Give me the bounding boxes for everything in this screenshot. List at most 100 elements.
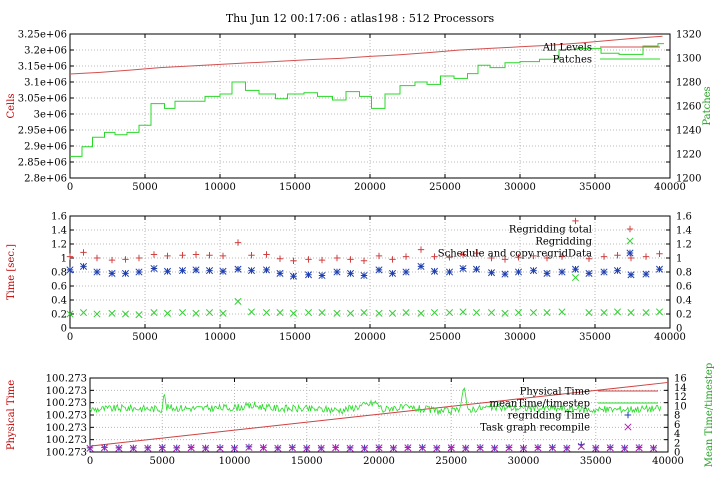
regridding-total-point — [93, 254, 101, 262]
schedule-and-copy-regriddata-point — [219, 267, 227, 275]
regridding-point — [135, 311, 143, 319]
y2-tick-label: 1300 — [676, 54, 701, 65]
schedule-and-copy-regriddata-point — [360, 271, 368, 280]
schedule-and-copy-regriddata-point — [346, 269, 355, 277]
regridding-total-point — [80, 249, 87, 256]
task-graph-recompile-point — [303, 444, 311, 452]
y2-tick-label: 0.4 — [676, 296, 692, 307]
x-tick-label: 30000 — [508, 456, 540, 467]
schedule-and-copy-regriddata-point — [192, 266, 200, 274]
task-graph-recompile-point — [592, 444, 600, 452]
task-graph-recompile-point — [115, 444, 123, 452]
all-levels-line — [69, 35, 663, 75]
task-graph-recompile-point — [404, 444, 412, 452]
task-graph-recompile-point — [389, 444, 398, 452]
chart-panel-2: 0 5000 10000 15000 20000 25000 30000 35000 40000… — [6, 212, 692, 344]
x-tick-label: 5000 — [150, 456, 175, 467]
schedule-and-copy-regriddata-point — [247, 267, 256, 275]
task-graph-recompile-point — [418, 444, 426, 452]
regridding-point — [529, 309, 538, 317]
regridding-point — [333, 309, 341, 317]
regridding-point — [402, 309, 410, 317]
schedule-and-copy-regriddata-point — [585, 269, 593, 277]
y-tick-label: 2.8e+06 — [24, 174, 67, 185]
y2-tick-label: 14 — [674, 383, 687, 394]
regridding-point — [247, 308, 256, 316]
schedule-and-copy-regriddata-point — [333, 268, 341, 276]
x-tick-label: 40000 — [654, 182, 686, 193]
y-tick-label: 0.4 — [51, 296, 67, 307]
schedule-and-copy-regriddata-point — [613, 267, 622, 275]
y2-tick-label: 1260 — [676, 102, 701, 113]
y-tick-label: 0.6 — [51, 282, 67, 293]
regridding-point — [445, 309, 454, 317]
x-tick-label: 30000 — [504, 332, 536, 343]
y2-tick-label: 1280 — [676, 78, 701, 89]
schedule-and-copy-regriddata-point — [66, 266, 74, 274]
y-tick-label: 100.273 — [46, 398, 87, 409]
regridding-point — [642, 309, 650, 317]
regridding-total-point — [572, 217, 579, 225]
regridding-total-point — [248, 252, 255, 259]
y-tick-label: 3.05e+06 — [18, 94, 67, 105]
y2-tick-label: 1.6 — [676, 212, 692, 223]
schedule-and-copy-regriddata-point — [93, 268, 101, 276]
y-tick-label: 0.2 — [51, 310, 67, 321]
task-graph-recompile-point — [202, 444, 210, 452]
task-graph-recompile-point — [635, 444, 643, 452]
regridding-point — [430, 309, 439, 317]
y2-tick-label: 4 — [674, 429, 680, 440]
regridding-total-point — [389, 256, 396, 263]
y-tick-label: 2.85e+06 — [18, 158, 67, 169]
regridding-point — [388, 309, 397, 317]
task-graph-recompile-point — [245, 443, 253, 451]
regridding-point — [318, 309, 326, 317]
regridding-point — [514, 309, 523, 317]
task-graph-recompile-point — [447, 444, 455, 452]
y2-tick-label: 0 — [676, 324, 682, 335]
y2-tick-label: 1.4 — [676, 226, 692, 237]
task-graph-recompile-point — [216, 444, 224, 452]
chart-panel-3: 0 5000 10000 15000 20000 25000 30000 35000 40000… — [6, 363, 715, 467]
task-graph-recompile-point — [173, 444, 181, 452]
schedule-and-copy-regriddata-point — [121, 269, 130, 277]
task-graph-recompile-point — [505, 444, 513, 452]
task-graph-recompile-point — [548, 444, 556, 452]
schedule-and-copy-regriddata-point — [529, 267, 538, 275]
legend-label-schedule-and-copy-regriddata: Schedule and copy regridData — [438, 249, 592, 260]
chart-title: Thu Jun 12 00:17:06 : atlas198 : 512 Pro… — [226, 12, 495, 25]
regridding-total-point — [219, 252, 227, 260]
schedule-and-copy-regriddata-point — [304, 271, 313, 279]
task-graph-recompile-point — [606, 444, 614, 452]
x-tick-label: 0 — [87, 456, 93, 467]
y2-tick-label: 0.8 — [676, 268, 692, 279]
schedule-and-copy-regriddata-point — [178, 267, 187, 275]
regridding-point — [558, 308, 566, 316]
regridding-time-point — [216, 444, 224, 451]
regridding-point — [192, 309, 200, 317]
regridding-point — [600, 309, 608, 317]
x-tick-label: 15000 — [279, 332, 311, 343]
task-graph-recompile-point — [317, 444, 325, 452]
schedule-and-copy-regriddata-point — [402, 268, 410, 276]
schedule-and-copy-regriddata-point — [642, 270, 650, 278]
regridding-point — [108, 309, 116, 317]
task-graph-recompile-point — [621, 444, 629, 452]
y-tick-label: 100.273 — [46, 411, 87, 422]
regridding-point — [501, 309, 509, 317]
x-tick-label: 30000 — [504, 182, 536, 193]
regridding-point — [163, 309, 172, 317]
regridding-point — [346, 309, 355, 317]
x-tick-label: 35000 — [579, 332, 611, 343]
task-graph-recompile-point — [462, 444, 470, 452]
y-tick-label: 3.25e+06 — [18, 30, 67, 41]
y2-tick-label: 1320 — [676, 30, 701, 41]
regridding-total-point — [263, 251, 270, 258]
y2-tick-label: 1200 — [676, 174, 701, 185]
y-tick-label: 100.273 — [46, 374, 87, 385]
regridding-total-point — [150, 251, 158, 258]
y2-tick-label: 2 — [674, 438, 680, 449]
task-graph-recompile-point — [144, 444, 152, 452]
schedule-and-copy-regriddata-point — [417, 262, 425, 270]
